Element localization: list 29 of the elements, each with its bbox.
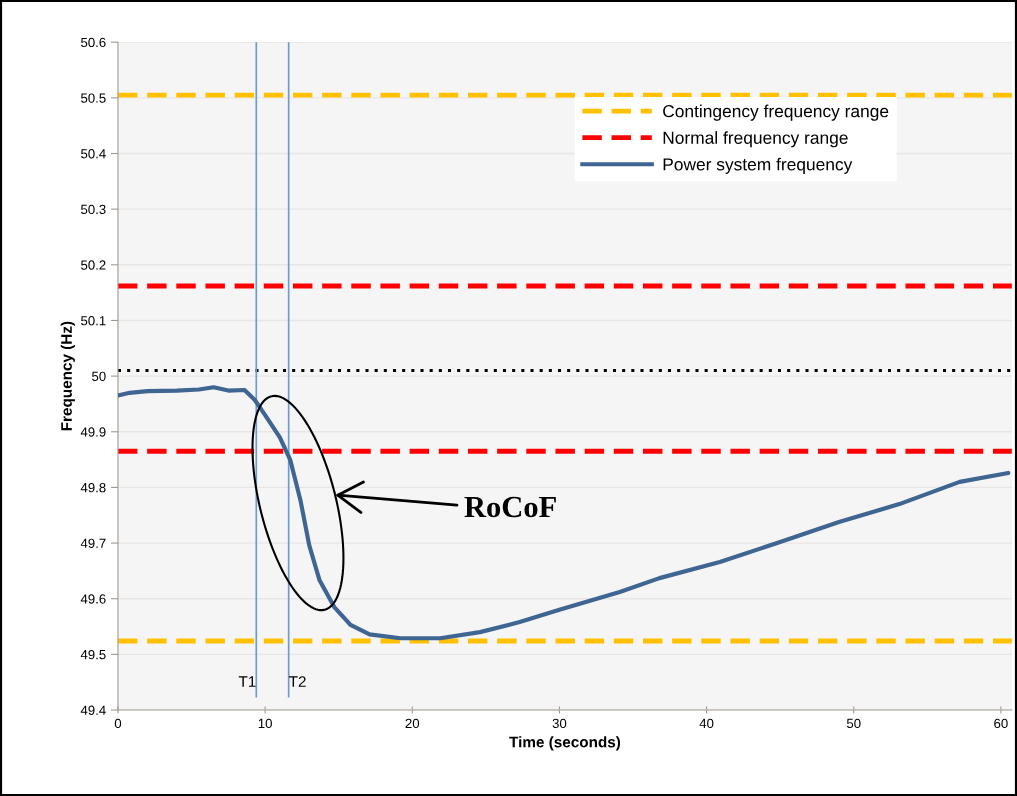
y-tick-label: 49.5 bbox=[80, 649, 106, 660]
x-tick-label: 40 bbox=[699, 718, 714, 729]
y-tick-label: 50.2 bbox=[81, 260, 106, 270]
x-tick-label: 10 bbox=[258, 718, 272, 729]
y-tick-label: 49.4 bbox=[80, 705, 106, 715]
legend-label: Power system frequency bbox=[663, 157, 853, 174]
y-axis-title: Frequency (Hz) bbox=[60, 321, 75, 431]
y-tick-label: 50.1 bbox=[81, 316, 106, 326]
y-tick-label: 49.9 bbox=[80, 427, 106, 437]
x-tick-label: 0 bbox=[114, 718, 122, 729]
y-tick-label: 49.6 bbox=[80, 594, 106, 604]
x-tick-label: 60 bbox=[994, 718, 1008, 729]
y-tick-label: 50.6 bbox=[81, 37, 106, 48]
y-tick-label: 50 bbox=[92, 371, 106, 382]
y-tick-label: 50.3 bbox=[81, 204, 106, 215]
y-tick-label: 50.4 bbox=[81, 149, 106, 159]
line-series bbox=[117, 385, 1011, 641]
x-tick-label: 50 bbox=[846, 718, 861, 729]
ref-line-label: T1 bbox=[238, 676, 256, 687]
x-axis-title: Time (seconds) bbox=[509, 736, 621, 751]
y-tick-label: 50.5 bbox=[81, 93, 106, 103]
x-tick-label: 20 bbox=[405, 718, 420, 729]
y-tick-label: 49.7 bbox=[80, 538, 106, 548]
annotation: RoCoF bbox=[464, 496, 556, 518]
legend-label: Normal frequency range bbox=[663, 131, 848, 148]
x-tick-label: 30 bbox=[552, 718, 567, 729]
y-tick-label: 49.8 bbox=[80, 482, 106, 493]
legend-label: Contingency frequency range bbox=[663, 104, 889, 121]
ref-line-label: T2 bbox=[289, 676, 306, 687]
